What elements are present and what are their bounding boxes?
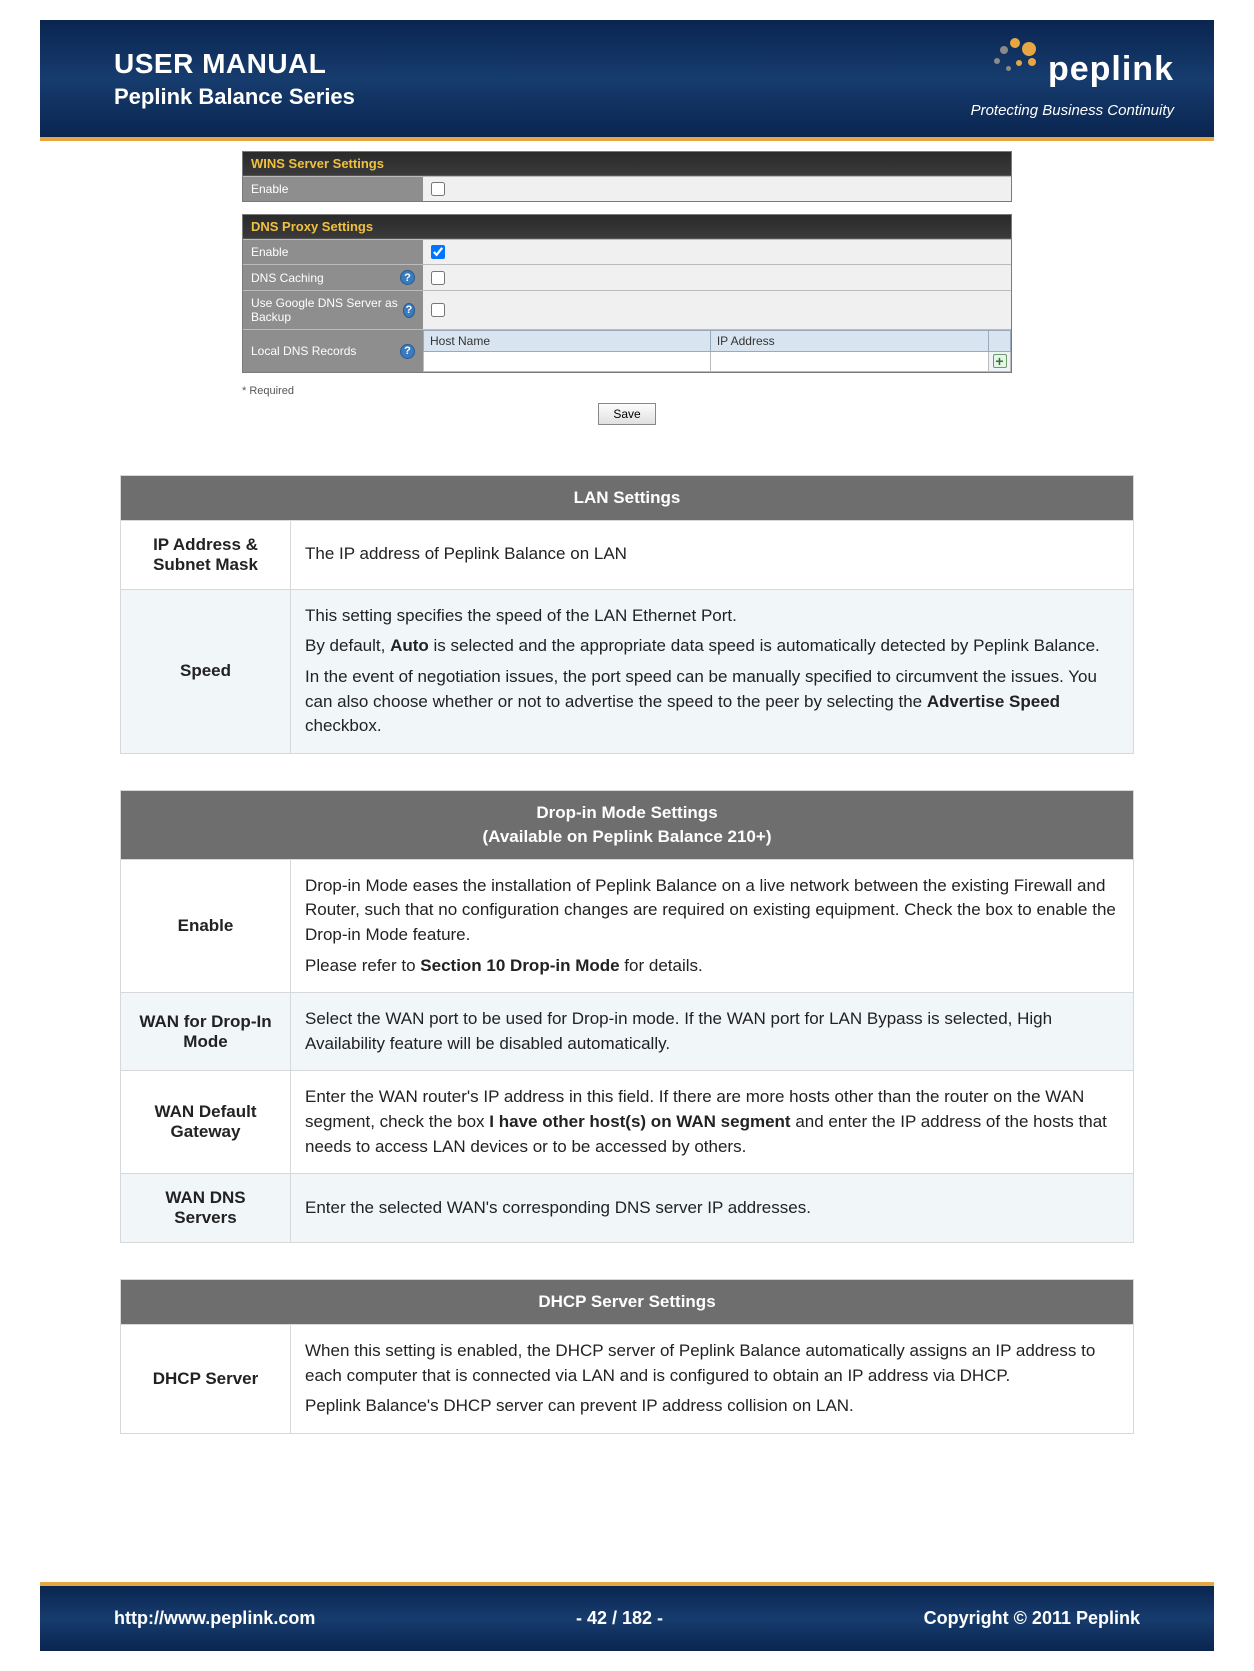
dns-records-row: Local DNS Records ? Host Name IP Address: [243, 329, 1011, 372]
dropin-row2-label: WAN Default Gateway: [121, 1071, 291, 1174]
records-cell-hostname[interactable]: [424, 352, 711, 372]
doc-subtitle: Peplink Balance Series: [114, 84, 355, 110]
dropin-row1-p0: Select the WAN port to be used for Drop-…: [305, 1007, 1119, 1056]
dropin-row3-val: Enter the selected WAN's corresponding D…: [291, 1174, 1134, 1243]
plus-icon[interactable]: +: [993, 354, 1007, 368]
help-icon[interactable]: ?: [400, 344, 415, 359]
wins-enable-label-text: Enable: [251, 182, 288, 196]
records-add-cell[interactable]: +: [989, 352, 1011, 372]
dhcp-row0-p0: When this setting is enabled, the DHCP s…: [305, 1339, 1119, 1388]
doc-title: USER MANUAL: [114, 48, 355, 80]
dns-enable-value: [423, 240, 1011, 264]
dropin-settings-table: Drop-in Mode Settings (Available on Pepl…: [120, 790, 1134, 1243]
table-row: WAN Default Gateway Enter the WAN router…: [121, 1071, 1134, 1174]
dropin-row0-label: Enable: [121, 859, 291, 993]
dns-google-checkbox[interactable]: [431, 303, 445, 317]
dns-google-value: [423, 291, 1011, 329]
dns-panel: DNS Proxy Settings Enable DNS Caching ?: [242, 214, 1012, 373]
brand-logo: peplink Protecting Business Continuity: [971, 38, 1174, 119]
table-row: DHCP Server When this setting is enabled…: [121, 1325, 1134, 1434]
dns-records-label-text: Local DNS Records: [251, 344, 356, 358]
dns-panel-title: DNS Proxy Settings: [243, 215, 1011, 239]
config-screenshot: WINS Server Settings Enable DNS Proxy Se…: [242, 151, 1012, 425]
dropin-row2-p0: Enter the WAN router's IP address in thi…: [305, 1085, 1119, 1159]
lan-row0-p0: The IP address of Peplink Balance on LAN: [305, 542, 1119, 567]
dns-enable-label-text: Enable: [251, 245, 288, 259]
dropin-row2-val: Enter the WAN router's IP address in thi…: [291, 1071, 1134, 1174]
dns-caching-checkbox[interactable]: [431, 271, 445, 285]
footer-banner: http://www.peplink.com - 42 / 182 - Copy…: [40, 1582, 1214, 1651]
lan-row1-p2: In the event of negotiation issues, the …: [305, 665, 1119, 739]
lan-settings-table: LAN Settings IP Address & Subnet Mask Th…: [120, 475, 1134, 754]
dropin-row1-label: WAN for Drop-In Mode: [121, 993, 291, 1071]
footer-page: - 42 / 182 -: [576, 1608, 663, 1629]
dns-enable-row: Enable: [243, 239, 1011, 264]
dns-google-row: Use Google DNS Server as Backup ?: [243, 290, 1011, 329]
dropin-row0-val: Drop-in Mode eases the installation of P…: [291, 859, 1134, 993]
records-col-hostname: Host Name: [424, 331, 711, 352]
wins-enable-row: Enable: [243, 176, 1011, 201]
wins-panel-title: WINS Server Settings: [243, 152, 1011, 176]
table-row: IP Address & Subnet Mask The IP address …: [121, 520, 1134, 589]
lan-row1-p0: This setting specifies the speed of the …: [305, 604, 1119, 629]
dns-enable-label: Enable: [243, 240, 423, 264]
dropin-settings-title: Drop-in Mode Settings (Available on Pepl…: [121, 791, 1134, 860]
dropin-row1-val: Select the WAN port to be used for Drop-…: [291, 993, 1134, 1071]
dns-records-table: Host Name IP Address +: [423, 330, 1011, 372]
required-note: * Required: [242, 385, 1012, 397]
dns-caching-label: DNS Caching ?: [243, 265, 423, 290]
dns-caching-row: DNS Caching ?: [243, 264, 1011, 290]
dhcp-row0-p1: Peplink Balance's DHCP server can preven…: [305, 1394, 1119, 1419]
dhcp-row0-label: DHCP Server: [121, 1325, 291, 1434]
lan-row0-label: IP Address & Subnet Mask: [121, 520, 291, 589]
lan-row0-val: The IP address of Peplink Balance on LAN: [291, 520, 1134, 589]
dns-caching-label-text: DNS Caching: [251, 271, 324, 285]
dropin-row0-p1: Please refer to Section 10 Drop-in Mode …: [305, 954, 1119, 979]
dns-enable-checkbox[interactable]: [431, 245, 445, 259]
dns-google-label-text: Use Google DNS Server as Backup: [251, 296, 403, 324]
dropin-row0-p0: Drop-in Mode eases the installation of P…: [305, 874, 1119, 948]
dropin-row3-label: WAN DNS Servers: [121, 1174, 291, 1243]
wins-enable-value: [423, 177, 1011, 201]
records-col-action: [989, 331, 1011, 352]
table-row: WAN for Drop-In Mode Select the WAN port…: [121, 993, 1134, 1071]
save-button[interactable]: Save: [598, 403, 655, 425]
dropin-title-text: Drop-in Mode Settings: [536, 803, 717, 822]
dropin-row3-p0: Enter the selected WAN's corresponding D…: [305, 1196, 1119, 1221]
dns-caching-value: [423, 265, 1011, 290]
dropin-subtitle-text: (Available on Peplink Balance 210+): [483, 827, 772, 846]
wins-panel: WINS Server Settings Enable: [242, 151, 1012, 202]
table-row: WAN DNS Servers Enter the selected WAN's…: [121, 1174, 1134, 1243]
help-icon[interactable]: ?: [403, 303, 415, 318]
header-text: USER MANUAL Peplink Balance Series: [114, 48, 355, 110]
dhcp-row0-val: When this setting is enabled, the DHCP s…: [291, 1325, 1134, 1434]
help-icon[interactable]: ?: [400, 270, 415, 285]
dns-google-label: Use Google DNS Server as Backup ?: [243, 291, 423, 329]
lan-row1-label: Speed: [121, 589, 291, 753]
wins-enable-checkbox[interactable]: [431, 182, 445, 196]
logo-dots-icon: [980, 38, 1042, 100]
dhcp-settings-title: DHCP Server Settings: [121, 1280, 1134, 1325]
wins-enable-label: Enable: [243, 177, 423, 201]
logo-tagline: Protecting Business Continuity: [971, 102, 1174, 119]
footer-url: http://www.peplink.com: [114, 1608, 315, 1629]
lan-row1-p1: By default, Auto is selected and the app…: [305, 634, 1119, 659]
lan-settings-title: LAN Settings: [121, 476, 1134, 521]
records-col-ip: IP Address: [710, 331, 988, 352]
logo-text: peplink: [1048, 50, 1174, 89]
footer-copyright: Copyright © 2011 Peplink: [924, 1608, 1140, 1629]
dhcp-settings-table: DHCP Server Settings DHCP Server When th…: [120, 1279, 1134, 1434]
table-row: Enable Drop-in Mode eases the installati…: [121, 859, 1134, 993]
records-cell-ip[interactable]: [710, 352, 988, 372]
table-row: Speed This setting specifies the speed o…: [121, 589, 1134, 753]
header-banner: USER MANUAL Peplink Balance Series pepli…: [40, 20, 1214, 141]
lan-row1-val: This setting specifies the speed of the …: [291, 589, 1134, 753]
dns-records-label: Local DNS Records ?: [243, 330, 423, 372]
dns-records-value: Host Name IP Address +: [423, 330, 1011, 372]
